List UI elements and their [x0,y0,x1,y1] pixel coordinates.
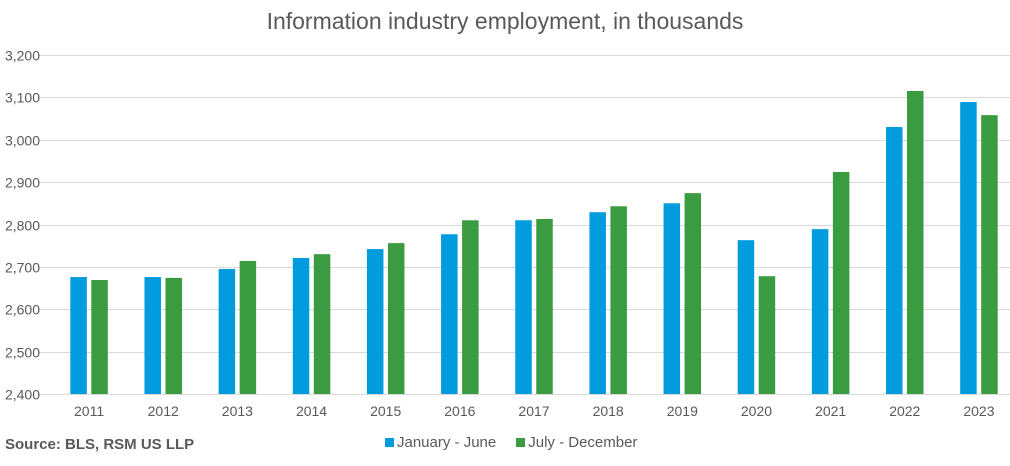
x-tick-label: 2023 [963,403,994,419]
bar-jan-jun-2014 [292,257,310,394]
bar-jul-dec-2018 [610,206,627,394]
bar-jul-dec-2014 [313,254,331,394]
bar-jan-jun-2011 [70,277,87,394]
bar-jan-jun-2018 [589,212,606,394]
bar-jul-dec-2019 [684,193,702,394]
y-tick-label: 2,700 [5,260,40,276]
x-tick-label: 2018 [593,403,624,419]
bar-jul-dec-2012 [165,277,182,394]
x-tick-label: 2021 [815,403,846,419]
y-tick-label: 2,500 [5,345,40,361]
bar-jul-dec-2023 [981,115,998,395]
x-tick-label: 2016 [444,403,475,419]
bar-jan-jun-2019 [663,203,681,394]
bar-jan-jun-2016 [441,234,458,394]
source-note: Source: BLS, RSM US LLP [5,436,195,453]
bar-jul-dec-2022 [907,91,924,395]
x-tick-label: 2019 [667,403,698,419]
y-tick-label: 2,600 [5,302,40,318]
bar-jan-jun-2021 [811,229,829,394]
x-tick-label: 2020 [741,403,772,419]
bar-jul-dec-2016 [462,220,479,394]
x-tick-label: 2011 [74,403,104,419]
bar-jul-dec-2015 [387,243,405,394]
legend-swatch-jul-dec [516,438,526,447]
legend: January - June July - December [385,434,637,451]
bar-jan-jun-2022 [886,127,903,394]
y-tick-label: 3,000 [5,133,40,149]
bar-jan-jun-2012 [144,277,161,394]
x-tick-label: 2022 [889,403,920,419]
bar-jan-jun-2020 [737,240,755,394]
legend-swatch-jan-jun [385,438,394,447]
y-tick-label: 2,800 [5,218,40,234]
x-tick-label: 2017 [518,403,549,419]
chart-title: Information industry employment, in thou… [266,8,744,34]
y-tick-label: 2,900 [5,175,40,191]
bar-jan-jun-2013 [218,268,236,394]
bar-jan-jun-2023 [960,102,977,394]
bar-jul-dec-2020 [758,276,776,394]
x-tick-label: 2014 [296,403,327,419]
legend-label: January - June [397,434,497,451]
x-tick-label: 2013 [222,403,253,419]
legend-label: July - December [528,434,638,451]
bar-jul-dec-2013 [239,260,257,394]
y-tick-label: 3,200 [5,48,40,64]
x-tick-label: 2012 [148,403,179,419]
y-tick-label: 3,100 [5,90,40,106]
bar-jul-dec-2011 [91,280,108,394]
bar-jul-dec-2021 [832,171,850,394]
x-tick-label: 2015 [370,403,401,419]
bar-jul-dec-2017 [536,218,553,394]
bar-jan-jun-2015 [366,249,384,394]
y-tick-label: 2,400 [5,387,40,403]
legend-item-jan-jun: January - June [385,434,496,451]
bar-jan-jun-2017 [515,220,532,394]
legend-item-jul-dec: July - December [516,434,637,451]
